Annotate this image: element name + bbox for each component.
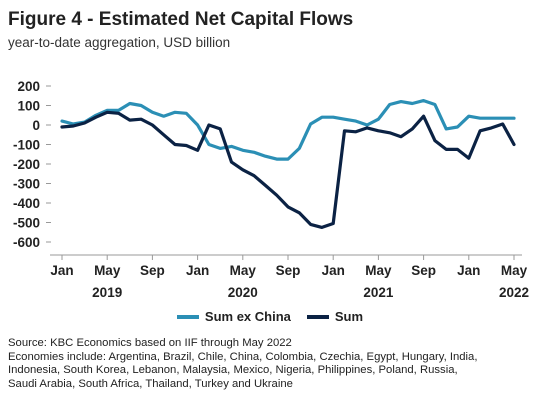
source-notes: Source: KBC Economics based on IIF throu… xyxy=(8,337,540,391)
legend-swatch-sum xyxy=(306,314,329,319)
x-tick-label: Sep xyxy=(140,263,165,278)
economies-line-3: Saudi Arabia, South Africa, Thailand, Tu… xyxy=(8,377,293,390)
axes: 200 100 0 -100 -200 -300 -400 -500 -600 Jan May Sep… xyxy=(13,79,529,300)
series-line-sum-ex-china xyxy=(60,98,516,161)
economies-line-2: Indonesia, South Korea, Lebanon, Malaysi… xyxy=(8,364,458,377)
x-tick-label: Jan xyxy=(457,263,480,278)
y-tick-label: 0 xyxy=(32,118,40,133)
x-tick-label: Sep xyxy=(411,263,436,278)
y-tick-label: -200 xyxy=(13,157,40,172)
chart-title: Figure 4 - Estimated Net Capital Flows xyxy=(8,9,354,30)
line-chart: 200 100 0 -100 -200 -300 -400 -500 -600 Jan May Sep… xyxy=(13,79,529,300)
x-tick-label: May xyxy=(365,263,392,278)
y-tick-label: 100 xyxy=(17,99,40,114)
legend-item-sum: Sum xyxy=(306,309,364,324)
x-tick-label: Jan xyxy=(322,263,345,278)
x-tick-label: May xyxy=(230,263,257,278)
legend-item-sum-ex-china: Sum ex China xyxy=(176,309,291,324)
y-tick-label: -400 xyxy=(13,196,40,211)
legend-label-sum: Sum xyxy=(334,309,364,324)
legend-label-sum-ex-china: Sum ex China xyxy=(204,309,291,324)
x-tick-label: Jan xyxy=(50,263,73,278)
chart-subtitle: year-to-date aggregation, USD billion xyxy=(8,35,231,50)
y-tick-label: -100 xyxy=(13,138,40,153)
y-tick-label: -500 xyxy=(13,216,40,231)
x-tick-label: Jan xyxy=(186,263,209,278)
y-tick-label: 200 xyxy=(17,79,40,94)
source-line: Source: KBC Economics based on IIF throu… xyxy=(8,337,292,349)
economies-line-1: Economies include: Argentina, Brazil, Ch… xyxy=(8,350,478,363)
x-tick-label: May xyxy=(94,263,121,278)
series-line-sum xyxy=(60,110,516,229)
y-tick-label: -300 xyxy=(13,177,40,192)
legend: Sum ex China Sum xyxy=(0,309,540,324)
year-label: 2021 xyxy=(363,285,394,300)
y-tick-label: -600 xyxy=(13,235,40,250)
legend-swatch-sum-ex-china xyxy=(176,314,199,319)
x-tick-label: May xyxy=(501,263,528,278)
x-tick-label: Sep xyxy=(276,263,301,278)
year-label: 2019 xyxy=(92,285,122,300)
year-label: 2022 xyxy=(499,285,529,300)
year-label: 2020 xyxy=(228,285,258,300)
series-layer xyxy=(60,98,516,229)
